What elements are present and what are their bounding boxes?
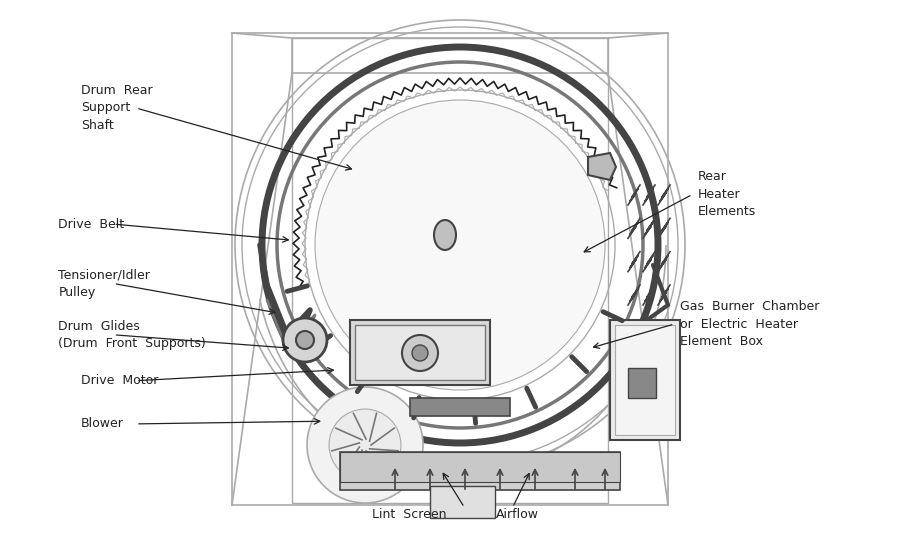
Ellipse shape — [434, 220, 456, 250]
Circle shape — [412, 345, 428, 361]
Bar — [340, 452, 620, 490]
Text: Rear
Heater
Elements: Rear Heater Elements — [698, 171, 756, 218]
Text: Drum  Glides
(Drum  Front  Supports): Drum Glides (Drum Front Supports) — [58, 320, 206, 350]
Bar — [430, 486, 495, 518]
Bar — [350, 320, 490, 385]
Bar — [628, 368, 656, 398]
Text: Airflow: Airflow — [496, 508, 539, 521]
Circle shape — [296, 331, 314, 349]
Circle shape — [315, 100, 605, 390]
Text: Lint  Screen: Lint Screen — [373, 508, 446, 521]
Bar — [232, 33, 668, 505]
Circle shape — [283, 318, 327, 362]
Circle shape — [307, 387, 423, 503]
Circle shape — [329, 409, 401, 481]
Circle shape — [402, 335, 438, 371]
Text: Tensioner/Idler
Pulley: Tensioner/Idler Pulley — [58, 268, 150, 299]
Text: Drive  Motor: Drive Motor — [81, 374, 158, 387]
Bar — [610, 320, 680, 440]
Bar — [410, 398, 510, 416]
Polygon shape — [588, 153, 616, 180]
Text: Drive  Belt: Drive Belt — [58, 218, 124, 231]
Bar — [355, 325, 485, 380]
Bar — [615, 325, 675, 435]
Bar — [292, 38, 608, 503]
Bar — [340, 452, 620, 482]
Bar — [292, 38, 608, 73]
Text: Gas  Burner  Chamber
or  Electric  Heater
Element  Box: Gas Burner Chamber or Electric Heater El… — [680, 300, 819, 348]
Text: Blower: Blower — [81, 417, 124, 430]
Text: Drum  Rear
Support
Shaft: Drum Rear Support Shaft — [81, 84, 153, 132]
